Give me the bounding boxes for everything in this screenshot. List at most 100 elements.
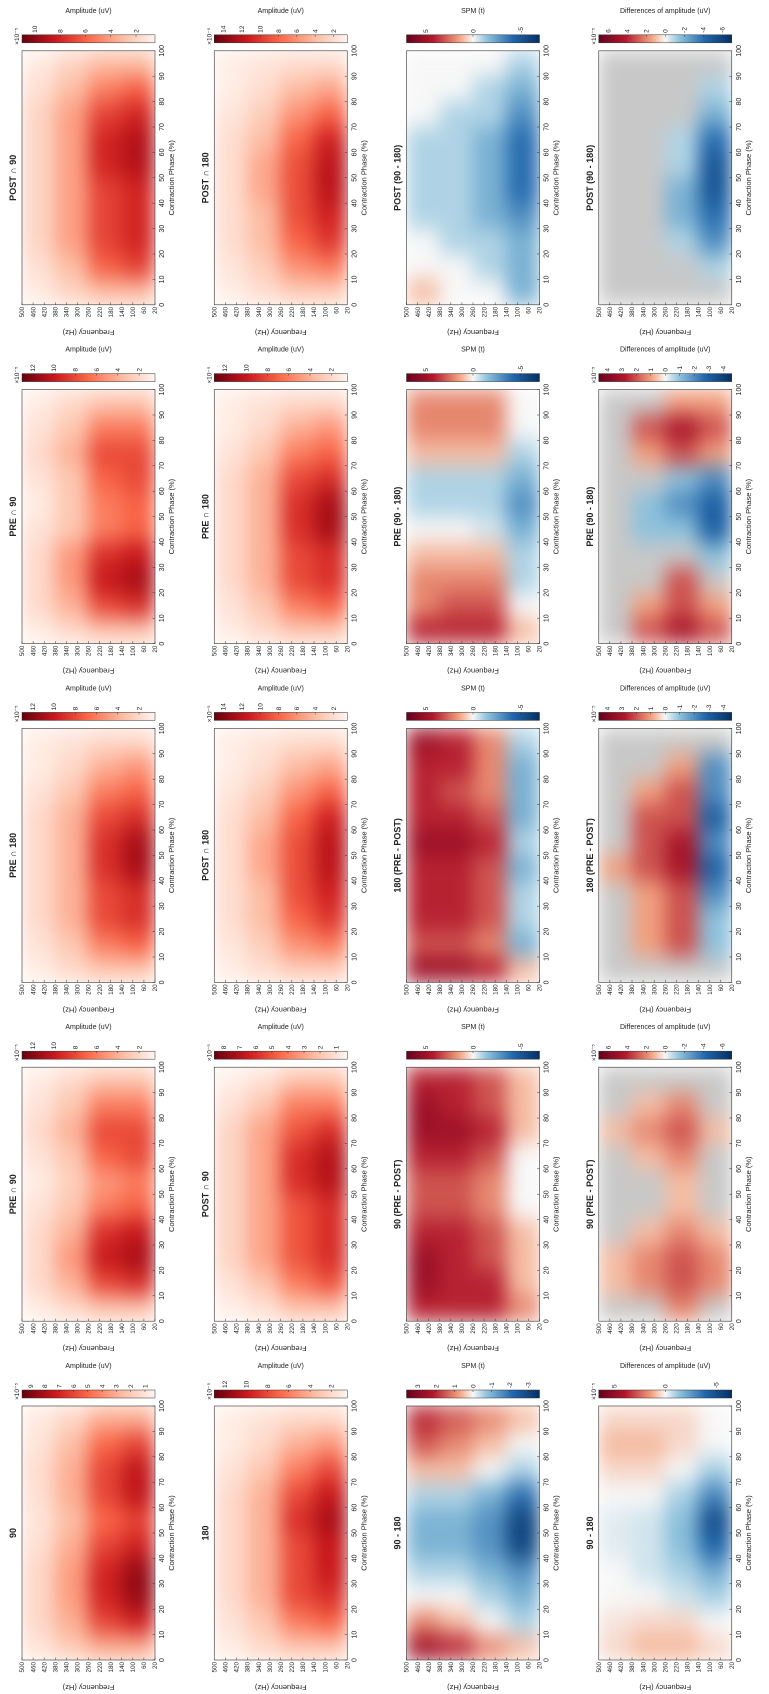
x-tick-label: 70 (351, 1478, 358, 1486)
heatmap-cell (506, 1608, 540, 1635)
colorbar (21, 34, 156, 44)
heatmap-cell (314, 541, 348, 568)
heatmap-cell (473, 465, 507, 492)
heatmap-cell (280, 1406, 315, 1432)
heatmap-cell (698, 880, 732, 907)
y-tick-label: 180 (685, 1323, 692, 1334)
x-tick-label: 0 (351, 642, 358, 646)
heatmap-cell (698, 1219, 732, 1245)
y-tick-label: 100 (515, 1662, 522, 1673)
heatmap-cell (214, 516, 248, 542)
heatmap-cell (121, 1168, 155, 1195)
heatmap-cell (698, 854, 732, 881)
heatmap-cells (406, 728, 540, 983)
colorbar-tick-label: -3 (706, 704, 713, 710)
heatmap-cell (406, 1295, 441, 1322)
heatmap-cell (247, 1219, 282, 1245)
y-tick-label: 460 (415, 645, 422, 656)
heatmap-cell (247, 177, 282, 204)
colorbar-tick-label: 8 (265, 368, 272, 372)
y-tick-label: 220 (674, 306, 681, 317)
masked-cell (632, 50, 666, 77)
y-tick-label: 140 (119, 306, 126, 317)
colorbar-tick-label: 7 (56, 1384, 63, 1388)
colorbar-tick-label: 0 (663, 1045, 670, 1049)
heatmap-cell (665, 516, 699, 542)
y-tick-label: 260 (86, 306, 93, 317)
heatmap-cell (55, 931, 89, 957)
heatmap-cell (55, 1092, 89, 1118)
y-tick-label: 500 (404, 645, 411, 656)
colorbar-tick-label: 6 (94, 706, 101, 710)
x-tick-label: 30 (544, 563, 551, 571)
y-tick-label: 60 (141, 984, 148, 992)
y-tick-label: 140 (696, 1662, 703, 1673)
heatmap-cell (55, 753, 89, 780)
heatmap-cell (121, 439, 155, 466)
masked-cell (632, 101, 666, 127)
y-tick-label: 380 (245, 1662, 252, 1673)
heatmap-cell (406, 1456, 441, 1483)
colorbar-tick-label: -2 (682, 27, 689, 33)
heatmap-cell (314, 1117, 348, 1144)
heatmap (598, 1406, 732, 1660)
masked-cell (698, 50, 732, 77)
heatmap-cell (280, 177, 315, 204)
x-tick-label: 70 (544, 1478, 551, 1486)
heatmap-cell (698, 1507, 732, 1533)
heatmap-cell (280, 1067, 315, 1093)
x-tick-label: 70 (736, 462, 743, 470)
heatmap-cell (247, 1067, 282, 1093)
heatmap-cell (698, 541, 732, 568)
colorbar-tick-label: 10 (257, 25, 264, 33)
heatmap-cell (506, 1532, 540, 1559)
panel-title: 180 (PRE - POST) (393, 818, 403, 893)
x-tick-label: 70 (351, 462, 358, 470)
colorbar-multiplier: ×10⁻⁵ (206, 1044, 213, 1061)
y-tick-label: 60 (526, 1323, 533, 1331)
x-tick-label: 30 (159, 902, 166, 910)
x-tick-label: 90 (159, 750, 166, 758)
colorbar-tick-label: 6 (294, 29, 301, 33)
masked-cell (598, 905, 633, 932)
heatmap-cell (598, 1430, 633, 1457)
heatmap-cell (473, 126, 507, 153)
y-tick-label: 460 (223, 1323, 230, 1334)
heatmap-cell (473, 931, 507, 957)
heatmap-cell (473, 1583, 507, 1610)
x-tick-label: 90 (544, 1427, 551, 1435)
heatmap-cell (55, 1295, 89, 1322)
heatmap-cell (214, 1219, 248, 1245)
colorbar-tick-label: 4 (285, 1045, 292, 1049)
heatmap-cell (506, 228, 540, 254)
x-tick-label: 80 (351, 1114, 358, 1122)
heatmap-cell (55, 177, 89, 204)
y-tick-label: 420 (234, 645, 241, 656)
heatmap-cell (121, 1067, 155, 1093)
heatmap-cell (121, 829, 155, 856)
heatmap-cell (506, 905, 540, 932)
x-tick-label: 70 (736, 1139, 743, 1147)
heatmap-cell (121, 50, 155, 77)
y-tick-label: 140 (696, 1323, 703, 1334)
heatmap-cell (698, 592, 732, 619)
heatmap-cell (314, 753, 348, 780)
y-tick-label: 20 (729, 1323, 736, 1331)
heatmap-cell (280, 228, 315, 254)
heatmap-cell (506, 617, 540, 644)
panel-title: PRE ∩ 90 (8, 1174, 18, 1214)
heatmap-cell (22, 778, 56, 805)
heatmap-cell (665, 465, 699, 492)
heatmap-cell (473, 1269, 507, 1296)
y-axis-label: Frequency (Hz) (254, 1005, 306, 1014)
y-tick-label: 100 (130, 1662, 137, 1673)
heatmap-cell (698, 1456, 732, 1483)
heatmap-cell (406, 1481, 441, 1508)
x-tick-label: 90 (351, 72, 358, 80)
colorbar-tick-label: -5 (714, 1382, 721, 1388)
heatmap-cell (247, 829, 282, 856)
heatmap-cell (247, 414, 282, 441)
heatmap-cell (473, 389, 507, 415)
heatmap-cell (632, 617, 666, 644)
